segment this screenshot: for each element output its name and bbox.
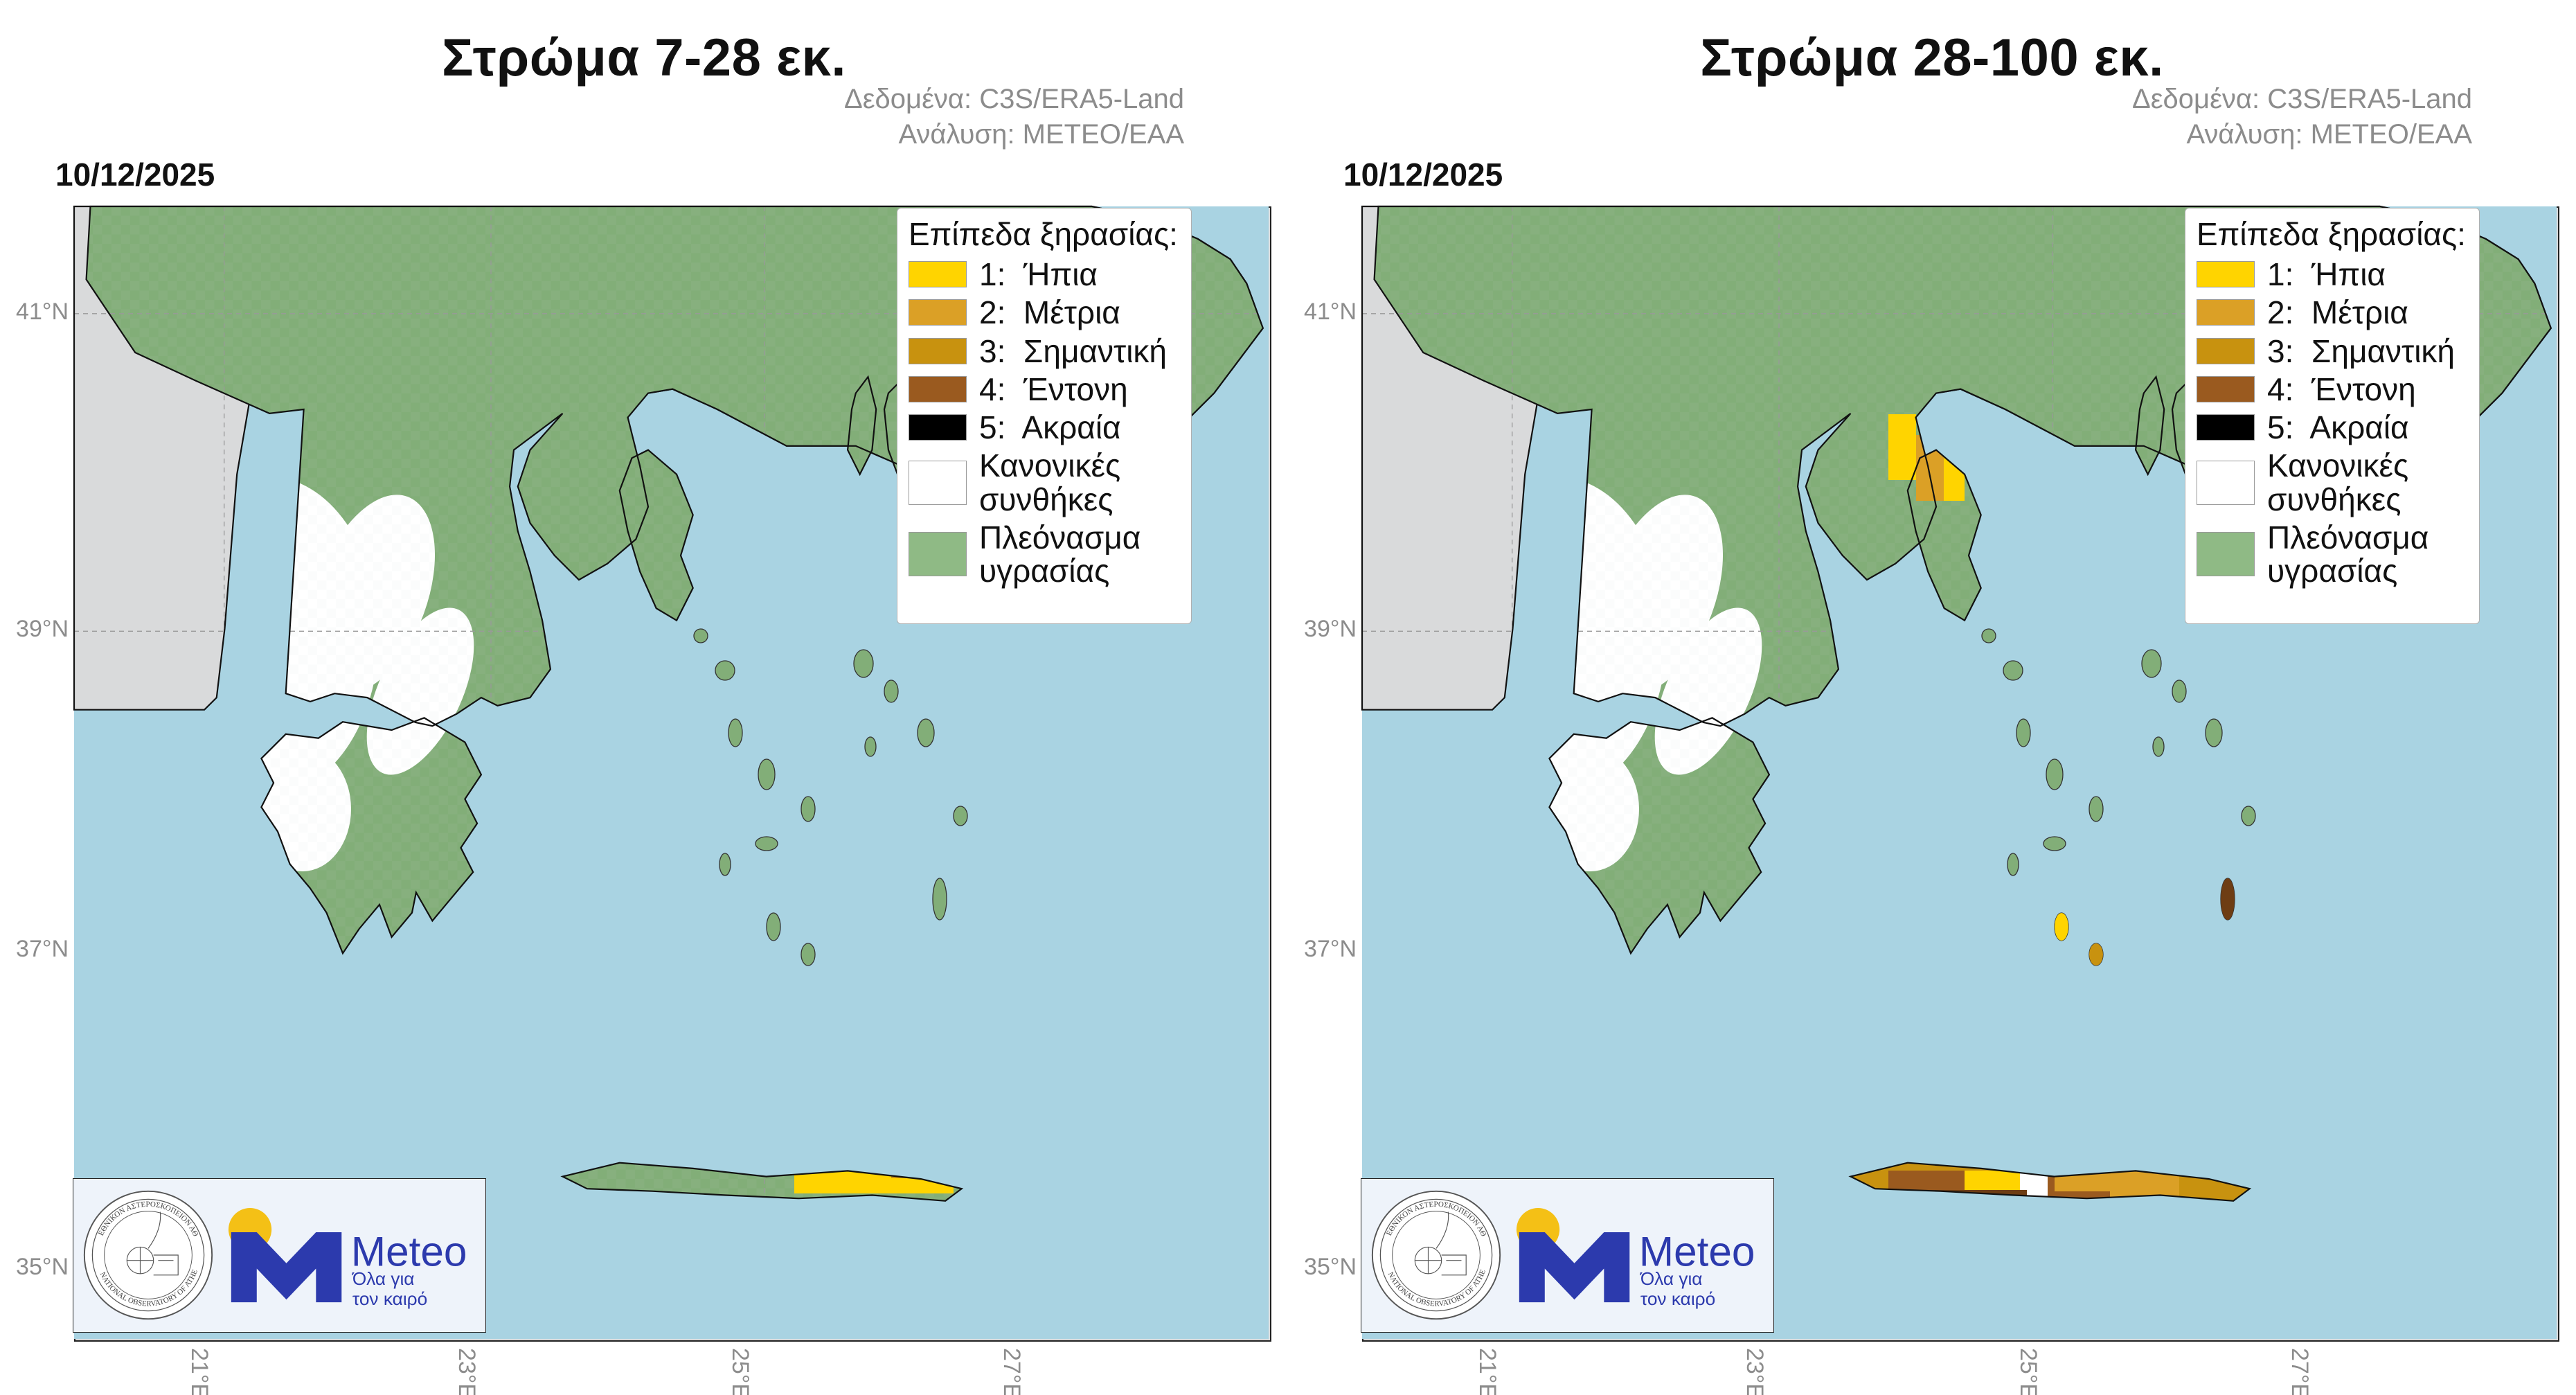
svg-text:Όλα για: Όλα για — [352, 1268, 415, 1289]
svg-text:Όλα για: Όλα για — [1640, 1268, 1703, 1289]
svg-text:τον καιρό: τον καιρό — [1640, 1288, 1715, 1309]
svg-text:τον καιρό: τον καιρό — [352, 1288, 427, 1309]
